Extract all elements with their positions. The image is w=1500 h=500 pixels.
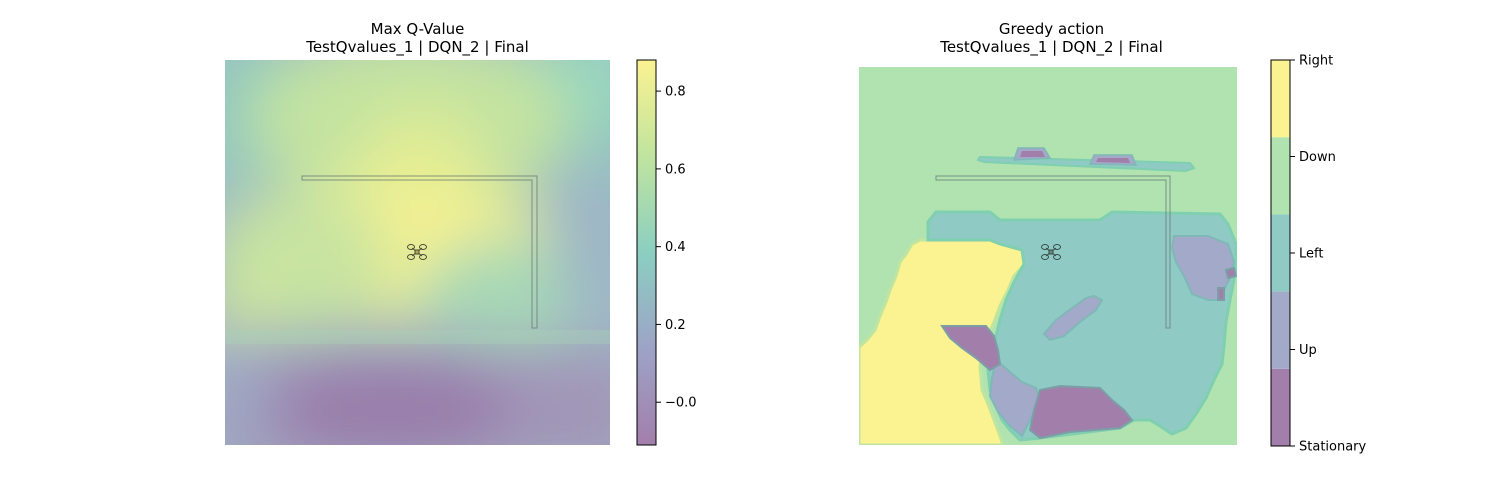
- colorbar-band-right: [1271, 60, 1290, 138]
- q-value-colorbar: −0.0 0.2 0.4 0.6 0.8: [636, 59, 697, 446]
- colorbar-label-right: Right: [1299, 54, 1333, 69]
- left-path-overlay: [301, 175, 538, 329]
- left-chart-title: Max Q-Value: [370, 20, 465, 38]
- colorbar-label-up: Up: [1299, 343, 1317, 358]
- colorbar-tick-label: 0.4: [665, 240, 686, 255]
- greedy-action-colorbar-bands: [1271, 60, 1290, 446]
- greedy-action-colorbar: Stationary Up Left Down Right: [1270, 54, 1367, 455]
- colorbar-label-left: Left: [1299, 247, 1323, 262]
- region-stationary-2: [1028, 384, 1134, 440]
- colorbar-tick-label: 0.2: [665, 318, 686, 333]
- region-stationary-top-2: [1096, 158, 1130, 163]
- left-chart-title-block: Max Q-Value TestQvalues_1 | DQN_2 | Fina…: [225, 20, 610, 56]
- colorbar-band-up: [1271, 291, 1290, 369]
- colorbar-label-down: Down: [1299, 150, 1336, 165]
- region-left-strip: [976, 155, 1196, 173]
- q-value-colorbar-ticks: −0.0 0.2 0.4 0.6 0.8: [656, 85, 697, 411]
- greedy-action-map: [859, 67, 1237, 445]
- region-stationary-4: [1224, 266, 1237, 280]
- colorbar-band-stationary: [1271, 368, 1290, 446]
- right-chart-subtitle: TestQvalues_1 | DQN_2 | Final: [940, 38, 1163, 56]
- colorbar-tick-label: −0.0: [665, 396, 697, 411]
- region-stationary-1: [940, 325, 1002, 372]
- region-up-3: [988, 358, 1042, 438]
- colorbar-band-down: [1271, 137, 1290, 215]
- colorbar-tick-label: 0.8: [665, 85, 686, 100]
- colorbar-label-stationary: Stationary: [1299, 440, 1367, 455]
- right-chart-title: Greedy action: [998, 20, 1105, 38]
- right-path-overlay: [935, 175, 1171, 329]
- region-stationary-3: [1217, 287, 1225, 301]
- greedy-action-colorbar-ticks: Stationary Up Left Down Right: [1290, 54, 1367, 455]
- drone-icon: [1041, 244, 1061, 260]
- colorbar-tick-label: 0.6: [665, 162, 686, 177]
- colorbar-band-left: [1271, 214, 1290, 292]
- q-value-heatmap: [225, 60, 610, 445]
- region-up-2: [1042, 294, 1104, 342]
- region-stationary-top-1: [1020, 151, 1045, 157]
- drone-icon: [407, 244, 427, 260]
- left-chart-subtitle: TestQvalues_1 | DQN_2 | Final: [306, 38, 529, 56]
- right-chart-title-block: Greedy action TestQvalues_1 | DQN_2 | Fi…: [859, 20, 1244, 56]
